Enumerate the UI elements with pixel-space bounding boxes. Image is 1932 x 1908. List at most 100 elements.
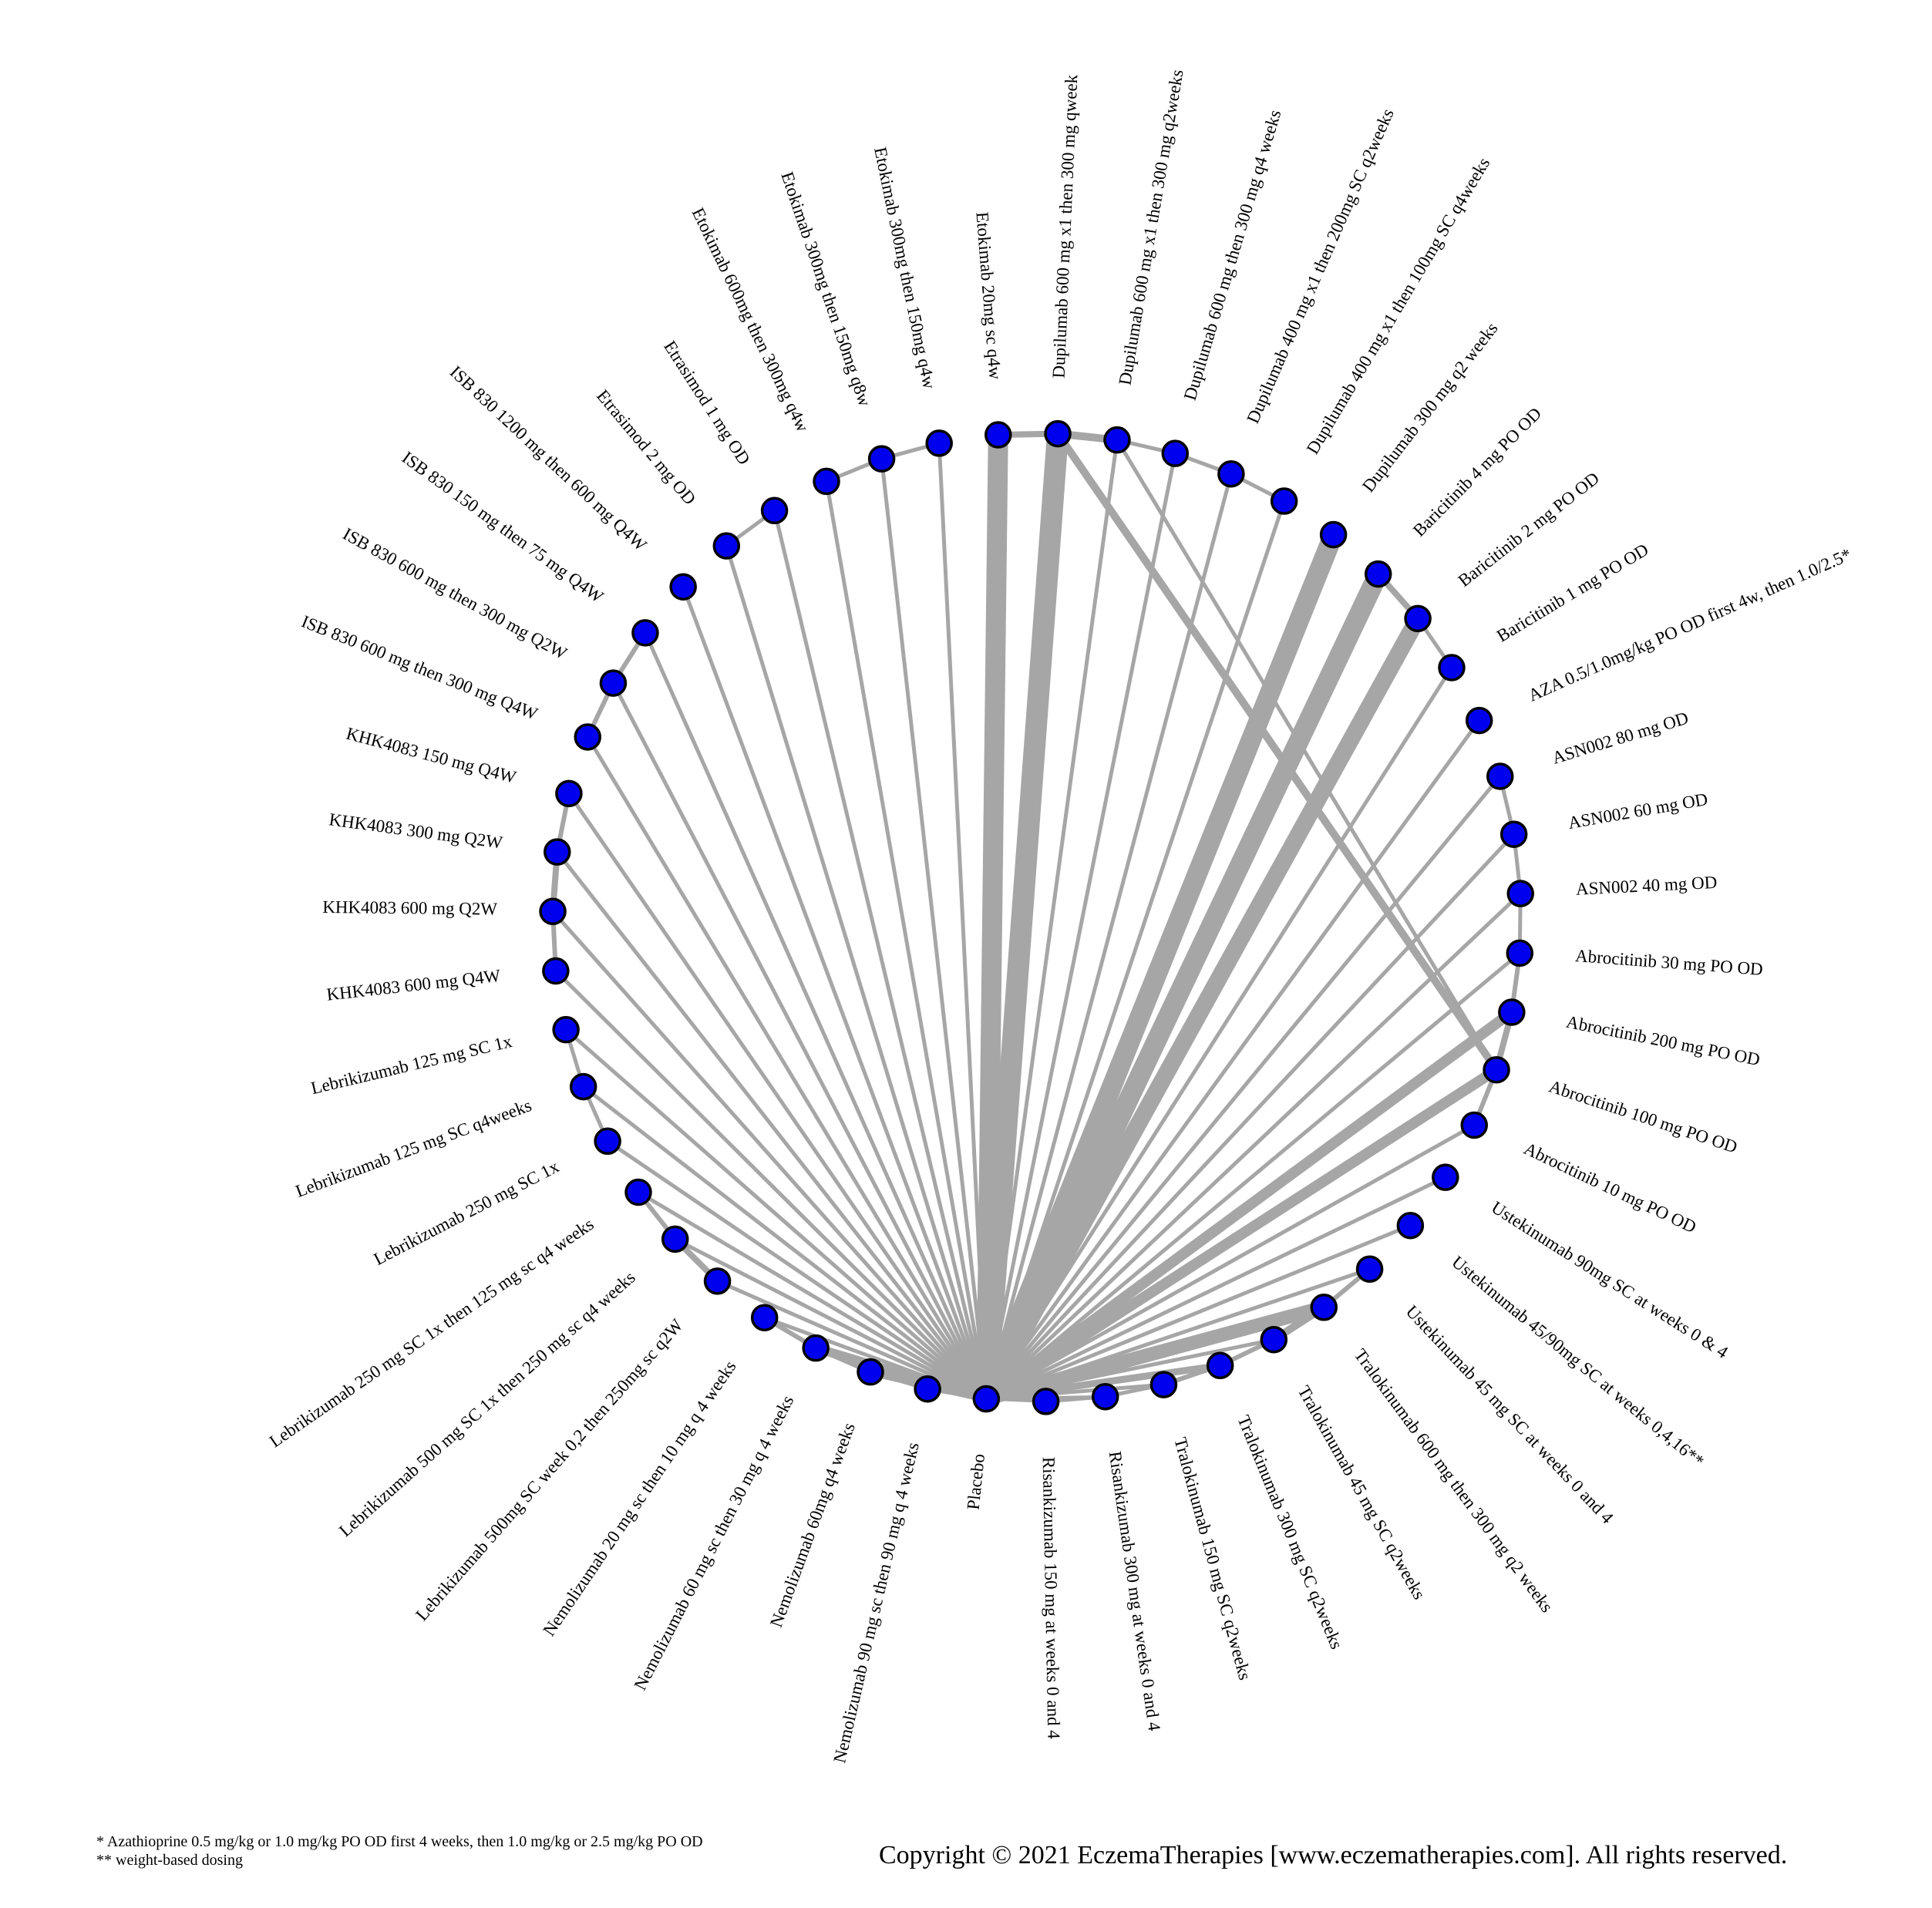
node	[1103, 426, 1131, 454]
edge	[1115, 438, 1499, 1072]
node-label: Nemolizumab 60mg q4 weeks	[766, 1420, 859, 1630]
edge	[981, 1064, 1503, 1405]
node-label: Lebrikizumab 500mg SC week 0,2 then 250m…	[412, 1315, 687, 1624]
node-label: Etrasimod 1 mg OD	[660, 338, 754, 469]
nodes-group	[539, 419, 1534, 1415]
edge	[984, 665, 1454, 1402]
node-label: Etokimab 300mg then 150mg q4w	[870, 146, 939, 391]
node	[1404, 604, 1432, 633]
node	[712, 532, 741, 560]
node	[1506, 880, 1534, 907]
node-label: AZA 0.5/1.0mg/kg PO OD first 4w, then 1.…	[1525, 544, 1854, 705]
edge	[984, 951, 1522, 1402]
node	[1260, 1325, 1288, 1354]
edge	[611, 681, 988, 1402]
edge	[981, 1006, 1517, 1405]
node	[542, 957, 570, 985]
edge	[1054, 429, 1501, 1074]
node	[569, 1072, 597, 1101]
node	[1206, 1351, 1234, 1380]
edge	[984, 1122, 1476, 1402]
edges-group	[550, 422, 1523, 1410]
edge	[564, 1028, 988, 1402]
node	[813, 467, 840, 496]
node	[599, 669, 628, 697]
node	[985, 421, 1012, 449]
node	[1465, 706, 1493, 735]
node	[857, 1358, 884, 1386]
edge	[984, 1267, 1372, 1402]
edge	[554, 968, 988, 1402]
node	[1460, 1111, 1488, 1139]
edge	[984, 774, 1503, 1402]
node-label: Risankizumab 300 mg at weeks 0 and 4	[1106, 1450, 1165, 1732]
node	[1432, 1163, 1459, 1191]
node	[539, 897, 567, 926]
footnote-weight-based: ** weight-based dosing	[96, 1852, 243, 1869]
edge	[772, 508, 988, 1402]
node	[1161, 439, 1190, 467]
node-label: Etrasimod 2 mg OD	[593, 386, 699, 509]
node-label: Etokimab 20mg sc q4w	[972, 211, 1005, 381]
node	[1498, 998, 1526, 1026]
node	[1270, 487, 1298, 515]
node	[972, 1385, 1001, 1413]
node	[802, 1334, 830, 1362]
node	[750, 1304, 779, 1331]
node	[1355, 1255, 1384, 1283]
node	[574, 723, 601, 751]
node	[552, 1015, 580, 1044]
edge	[937, 441, 988, 1402]
node	[631, 619, 659, 647]
edge	[715, 1279, 988, 1402]
node	[661, 1225, 689, 1253]
node-label: Tralokinumab 600 mg then 300 mg q2 weeks	[1351, 1345, 1557, 1616]
edge	[979, 1300, 1331, 1406]
node-label: Nemolizumab 20 mg sc then 10 mg q 4 week…	[539, 1357, 739, 1639]
node-label: Dupilumab 400 mg x1 then 100mg SC q4week…	[1303, 154, 1494, 457]
node-label: Abrocitinib 10 mg PO OD	[1521, 1139, 1699, 1237]
edge	[724, 543, 988, 1402]
node-label: Nemolizumab 90 mg sc then 90 mg q 4 week…	[830, 1441, 923, 1765]
node-label: Risankizumab 150 mg at weeks 0 and 4	[1039, 1457, 1064, 1740]
edge	[567, 791, 988, 1402]
node-label: Abrocitinib 200 mg PO OD	[1564, 1012, 1762, 1070]
edge	[643, 631, 988, 1402]
node-label: Lebrikizumab 250 mg SC 1x then 125 mg sc…	[266, 1214, 597, 1451]
node-label: Abrocitinib 100 mg PO OD	[1547, 1076, 1739, 1156]
node-label: Lebrikizumab 125 mg SC 1x	[309, 1031, 514, 1098]
node-label: Placebo	[964, 1453, 988, 1511]
footnote-azathioprine: * Azathioprine 0.5 mg/kg or 1.0 mg/kg PO…	[96, 1833, 703, 1850]
edge	[605, 1139, 988, 1402]
node-label: Ustekinumab 45 mg SC at weeks 0 and 4	[1402, 1301, 1617, 1527]
edge	[581, 1085, 988, 1402]
edge	[550, 909, 988, 1402]
node	[555, 779, 583, 808]
node	[544, 838, 571, 866]
node	[1310, 1294, 1338, 1321]
node-label: ASN002 40 mg OD	[1575, 873, 1717, 899]
edge	[636, 1190, 988, 1402]
node	[624, 1178, 652, 1206]
node	[1499, 820, 1528, 848]
node-label: Tralokinumab 150 mg SC q2weeks	[1170, 1435, 1254, 1682]
edge	[880, 456, 988, 1402]
node-label: KHK4083 600 mg Q4W	[325, 966, 501, 1004]
node-label: Etokimab 300mg then 150mg q8w	[777, 170, 874, 409]
node	[1091, 1382, 1119, 1411]
node	[1438, 654, 1466, 681]
edge	[984, 499, 1287, 1402]
node	[925, 429, 953, 457]
edge	[976, 425, 1008, 1409]
edge	[681, 584, 988, 1402]
node	[1149, 1371, 1178, 1398]
node	[1483, 1055, 1510, 1084]
node-label: Abrocitinib 30 mg PO OD	[1574, 946, 1763, 979]
node	[760, 496, 789, 525]
node-label: Dupilumab 600 mg x1 then 300 mg qweek	[1048, 74, 1081, 379]
node	[594, 1127, 621, 1156]
node	[1506, 939, 1534, 967]
edge	[824, 479, 988, 1402]
edge	[984, 832, 1516, 1402]
